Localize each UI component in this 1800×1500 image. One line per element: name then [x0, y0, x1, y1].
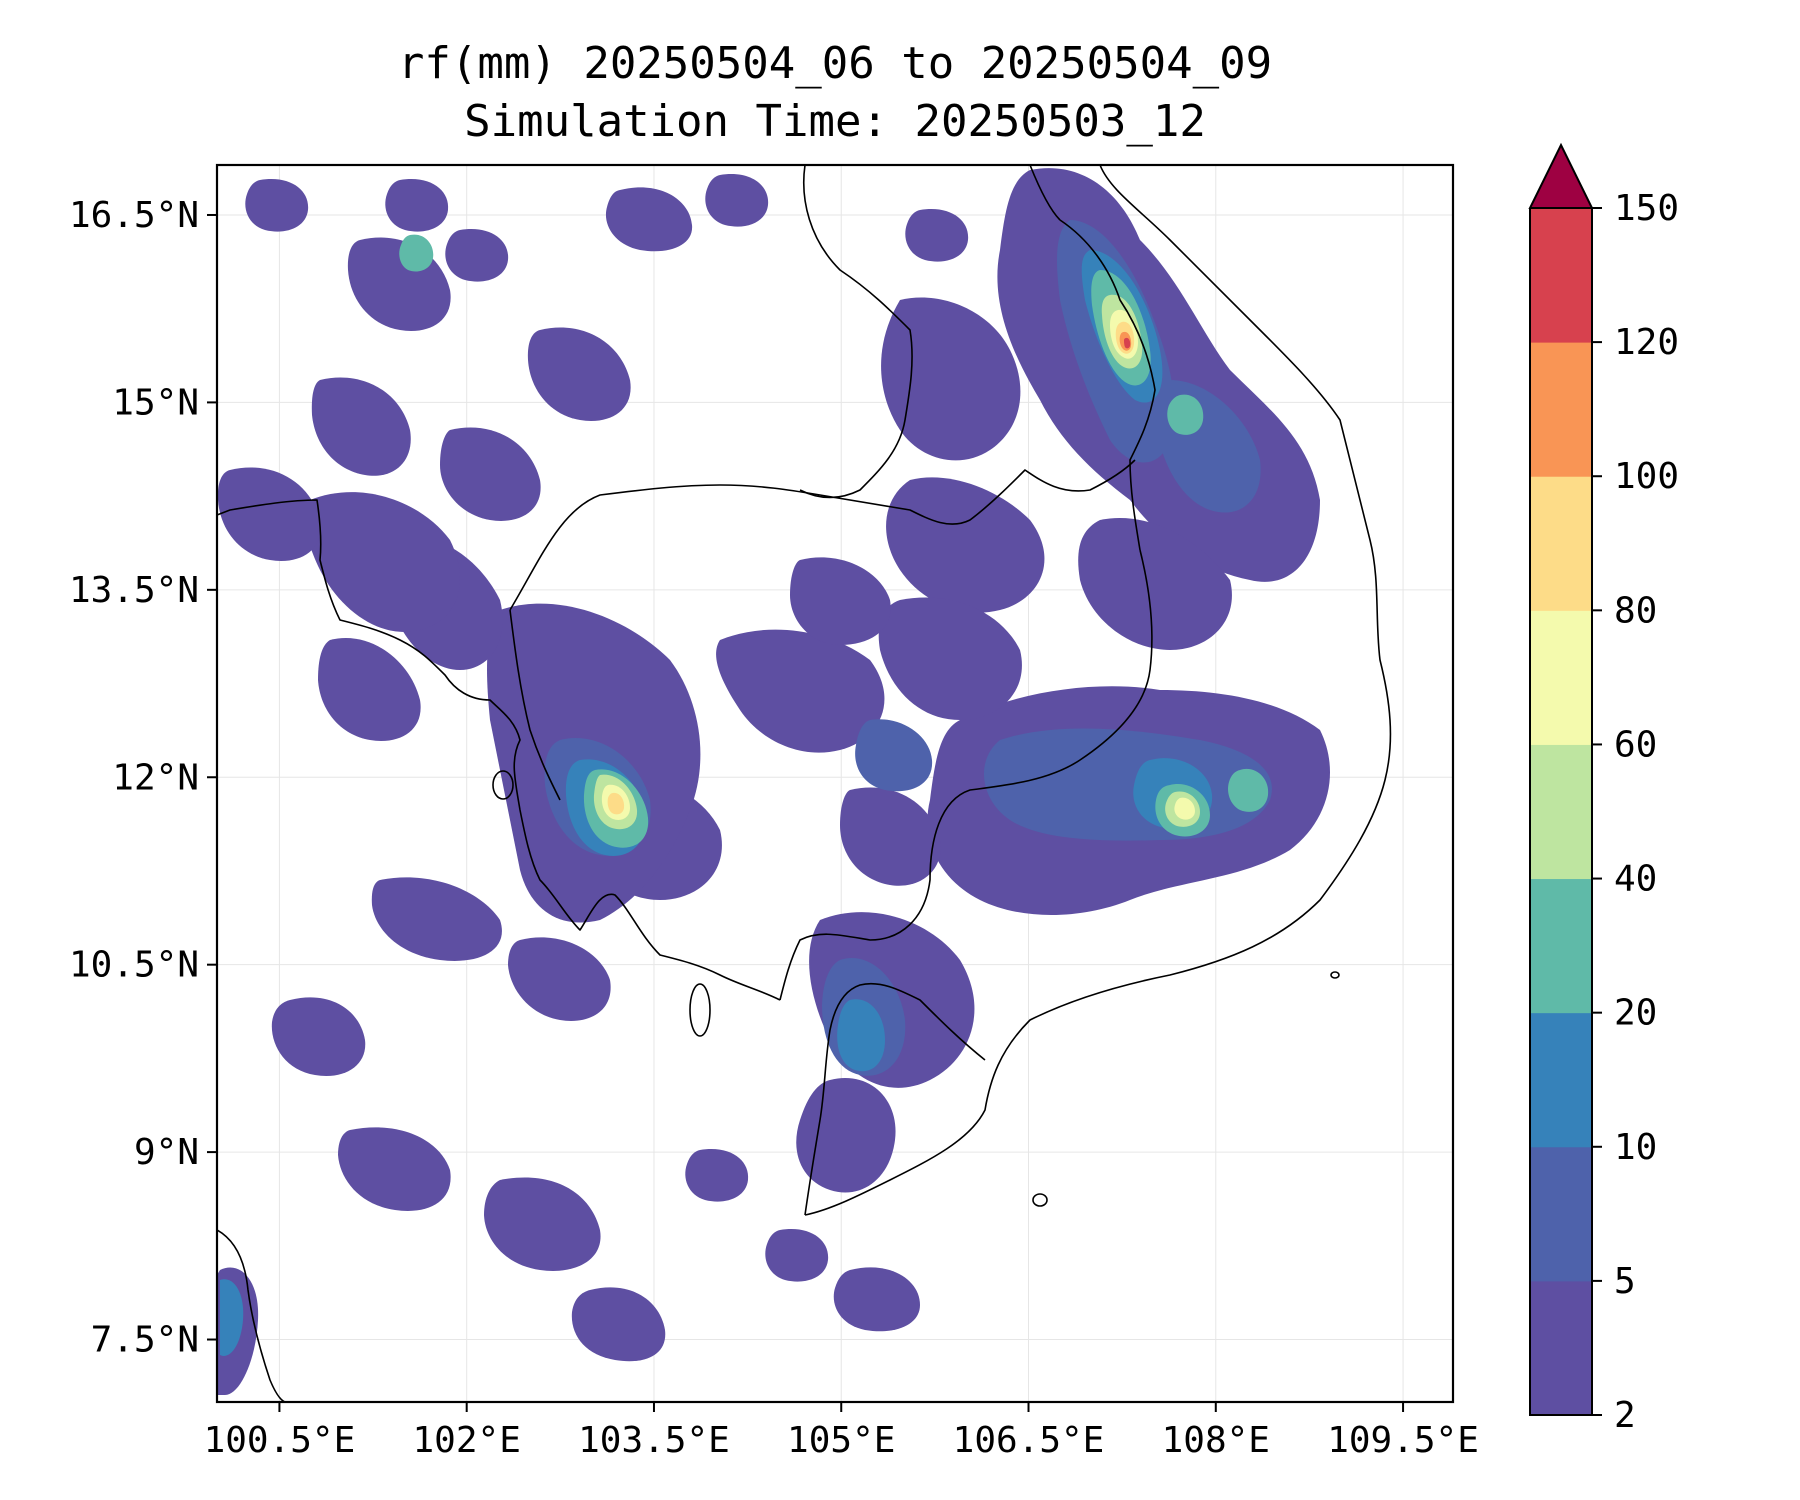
island — [689, 983, 711, 1037]
map-frame — [215, 163, 1455, 1404]
x-tick-label: 103.5°E — [578, 1420, 730, 1461]
colorbar-outline — [1529, 208, 1593, 1416]
peninsula-coast — [217, 1229, 286, 1402]
colorbar-segment — [1530, 208, 1592, 343]
x-tick-label: 105°E — [787, 1420, 895, 1461]
y-tick-label: 16.5°N — [69, 195, 199, 236]
laos-north-border — [1029, 165, 1061, 221]
y-tick-label: 7.5°N — [91, 1320, 199, 1361]
y-tick-label: 15°N — [112, 382, 199, 423]
y-tick-label: 10.5°N — [69, 945, 199, 986]
colorbar-tick-label: 20 — [1614, 993, 1657, 1034]
colorbar-tick-label: 40 — [1614, 859, 1657, 900]
island — [1032, 1193, 1048, 1207]
thailand-cambodia-border — [509, 609, 561, 801]
colorbar-segment — [1530, 476, 1592, 611]
colorbar-tick-label: 2 — [1614, 1395, 1636, 1436]
cambodia-north-border — [509, 459, 1136, 611]
x-tick-label: 100.5°E — [204, 1420, 356, 1461]
colorbar: 2 5 10 20 40 60 80 100 120 150 — [1528, 142, 1679, 1436]
y-tick-label: 9°N — [134, 1132, 199, 1173]
colorbar-tick-label: 10 — [1614, 1127, 1657, 1168]
colorbar-tick-label: 150 — [1614, 188, 1679, 229]
colorbar-tick-label: 5 — [1614, 1261, 1636, 1302]
colorbar-segment — [1530, 610, 1592, 745]
laos-thailand-border — [799, 165, 913, 499]
island — [492, 770, 514, 800]
colorbar-segment — [1530, 1146, 1592, 1282]
map-panel: 100.5°E 102°E 103.5°E 105°E 106.5°E 108°E 109.… — [69, 163, 1479, 1461]
mekong-delta-coast — [804, 982, 986, 1216]
colorbar-segment — [1530, 342, 1592, 477]
rain-level-120-150 — [1124, 337, 1131, 349]
y-tick-label: 12°N — [112, 757, 199, 798]
colorbar-extend-arrow — [1528, 142, 1594, 209]
colorbar-segment — [1530, 1012, 1592, 1148]
island — [1330, 971, 1340, 979]
map-title-line1: rf(mm) 20250504_06 to 20250504_09 — [398, 38, 1272, 89]
colorbar-segment — [1530, 744, 1592, 880]
gulf-coast — [217, 499, 781, 1001]
x-tick-label: 109.5°E — [1327, 1420, 1479, 1461]
cambodia-vietnam-border — [779, 549, 1153, 1001]
colorbar-tick-label: 100 — [1614, 456, 1679, 497]
x-tick-label: 108°E — [1162, 1420, 1270, 1461]
x-tick-label: 106.5°E — [953, 1420, 1105, 1461]
y-tick-label: 13.5°N — [69, 570, 199, 611]
map-axis-ticks: 100.5°E 102°E 103.5°E 105°E 106.5°E 108°E 109.… — [69, 195, 1479, 1461]
x-tick-label: 102°E — [413, 1420, 521, 1461]
colorbar-tick-label: 80 — [1614, 590, 1657, 631]
colorbar-tick-label: 60 — [1614, 724, 1657, 765]
map-title-line2: Simulation Time: 20250503_12 — [464, 96, 1206, 147]
laos-vietnam-border — [1059, 219, 1156, 551]
rainfall-field — [217, 168, 1330, 1395]
colorbar-segment — [1530, 1280, 1592, 1416]
colorbar-tick-label: 120 — [1614, 322, 1679, 363]
coastlines-borders — [217, 165, 1392, 1402]
colorbar-segment — [1530, 878, 1592, 1014]
vietnam-coastline — [804, 165, 1392, 1216]
